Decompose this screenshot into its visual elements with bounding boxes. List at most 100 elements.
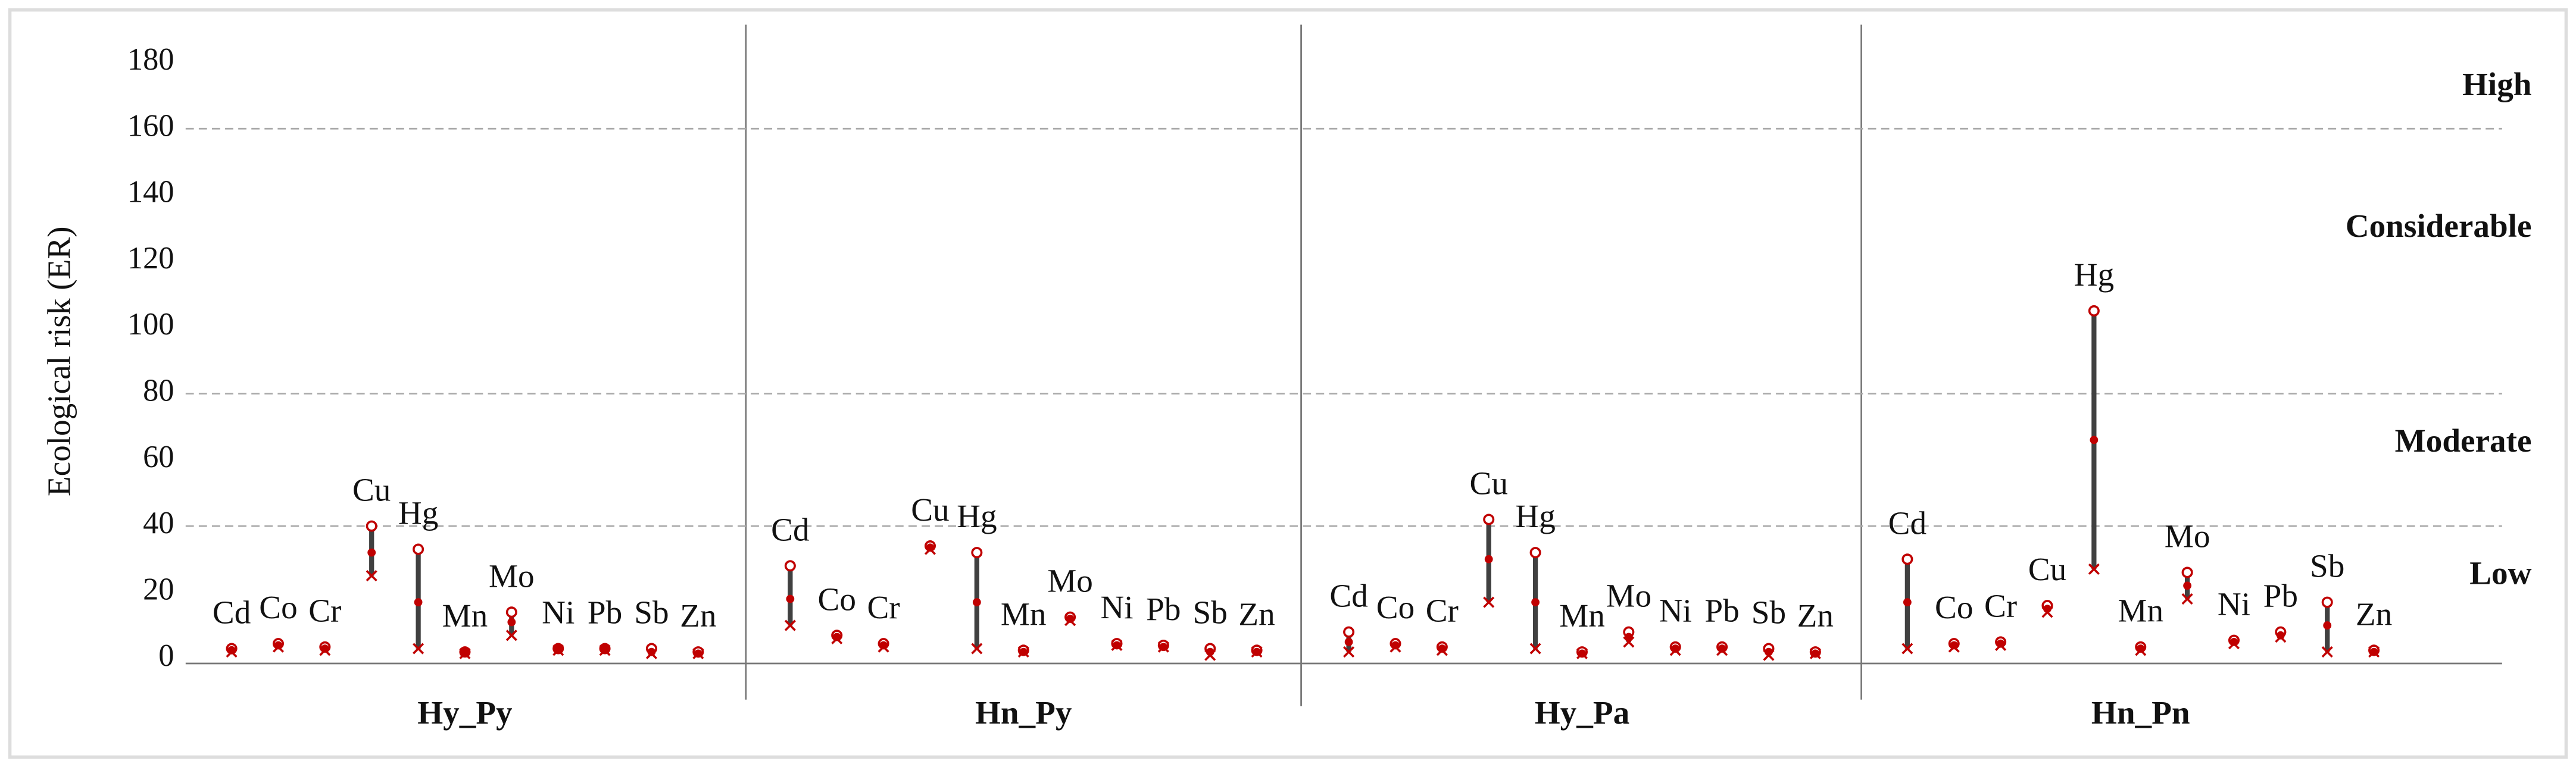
mean-marker — [274, 641, 283, 650]
min-marker — [505, 630, 517, 641]
mean-marker — [2230, 638, 2238, 646]
y-tick-label: 20 — [143, 572, 174, 606]
element-label: Mn — [1001, 596, 1047, 632]
min-marker — [971, 643, 983, 655]
element-label: Cr — [867, 589, 900, 625]
max-marker — [505, 606, 517, 618]
element-label: Cu — [1470, 465, 1508, 501]
element-label: Mo — [1047, 563, 1093, 599]
y-tick-label: 100 — [127, 307, 174, 342]
element-label: Cd — [213, 594, 251, 631]
y-axis-label: Ecological risk (ER) — [41, 226, 77, 496]
max-marker — [971, 547, 983, 559]
mean-marker — [647, 647, 656, 656]
mean-marker — [1206, 647, 1214, 656]
mean-marker — [1671, 644, 1680, 653]
min-marker — [1529, 643, 1541, 655]
min-marker — [1483, 596, 1495, 608]
zone-label: Considerable — [2346, 208, 2532, 244]
element-label: Pb — [1146, 591, 1181, 627]
y-tick-label: 140 — [127, 175, 174, 209]
min-marker — [2321, 646, 2333, 658]
max-marker — [1483, 514, 1495, 525]
element-label: Sb — [1193, 594, 1228, 631]
y-tick-label: 0 — [158, 638, 174, 673]
element-label: Co — [259, 589, 297, 625]
max-marker — [1529, 547, 1541, 559]
element-label: Pb — [588, 594, 622, 631]
mean-marker — [461, 647, 469, 656]
max-marker — [2088, 305, 2100, 317]
mean-marker — [1484, 555, 1493, 563]
element-label: Co — [1935, 589, 1973, 625]
y-tick-label: 120 — [127, 241, 174, 276]
mean-marker — [972, 598, 981, 607]
mean-marker — [2323, 621, 2332, 630]
element-label: Mo — [2165, 518, 2210, 555]
element-label: Cr — [1984, 587, 2017, 624]
mean-marker — [694, 649, 702, 658]
mean-marker — [367, 548, 376, 557]
mean-marker — [1066, 615, 1075, 623]
max-marker — [366, 520, 377, 532]
min-marker — [413, 643, 424, 655]
element-label: Mn — [442, 597, 488, 634]
mean-marker — [2043, 605, 2052, 613]
element-label: Mn — [2118, 593, 2163, 629]
zone-label: Moderate — [2395, 422, 2532, 459]
mean-marker — [1578, 649, 1587, 658]
min-marker — [1343, 646, 1355, 658]
min-marker — [366, 570, 377, 582]
mean-marker — [1019, 647, 1028, 656]
max-marker — [413, 543, 424, 555]
mean-marker — [2183, 581, 2191, 590]
min-marker — [2088, 563, 2100, 575]
element-label: Sb — [2310, 548, 2344, 584]
mean-marker — [554, 644, 563, 653]
mean-marker — [832, 633, 841, 641]
element-label: Hg — [1515, 498, 1555, 534]
zone-label: High — [2462, 66, 2532, 102]
y-tick-label: 60 — [143, 440, 174, 474]
element-label: Hg — [398, 495, 438, 531]
element-label: Mn — [1559, 597, 1605, 634]
mean-marker — [1391, 641, 1400, 650]
element-label: Hg — [2074, 256, 2114, 293]
group-label: Hy_Py — [417, 694, 513, 731]
element-label: Sb — [634, 594, 669, 631]
element-label: Co — [1376, 589, 1415, 625]
mean-marker — [507, 618, 516, 627]
mean-marker — [1950, 641, 1959, 650]
zone-label: Low — [2469, 555, 2531, 591]
element-label: Zn — [680, 597, 716, 634]
mean-marker — [926, 543, 935, 552]
group-label: Hy_Pa — [1535, 694, 1629, 731]
mean-marker — [227, 646, 236, 655]
mean-marker — [2369, 647, 2378, 656]
element-label: Zn — [2356, 596, 2392, 632]
mean-marker — [1531, 598, 1540, 607]
mean-marker — [1903, 598, 1912, 607]
min-marker — [2181, 593, 2193, 605]
max-marker — [1901, 553, 1913, 565]
element-label: Cd — [771, 511, 809, 547]
mean-marker — [601, 644, 609, 653]
element-label: Ni — [2218, 586, 2250, 622]
mean-marker — [879, 641, 888, 650]
mean-marker — [414, 598, 423, 607]
mean-marker — [1996, 639, 2005, 648]
min-marker — [1901, 643, 1913, 655]
element-label: Mo — [1606, 578, 1651, 614]
min-marker — [784, 619, 796, 631]
element-label: Mo — [489, 558, 535, 594]
element-label: Cu — [911, 491, 949, 528]
element-label: Hg — [957, 498, 997, 534]
max-marker — [2321, 596, 2333, 608]
mean-marker — [2276, 631, 2285, 640]
element-label: Cd — [1329, 578, 1367, 614]
mean-marker — [1113, 641, 1121, 650]
y-tick-label: 160 — [127, 108, 174, 143]
mean-marker — [1438, 644, 1447, 653]
y-tick-label: 180 — [127, 42, 174, 77]
